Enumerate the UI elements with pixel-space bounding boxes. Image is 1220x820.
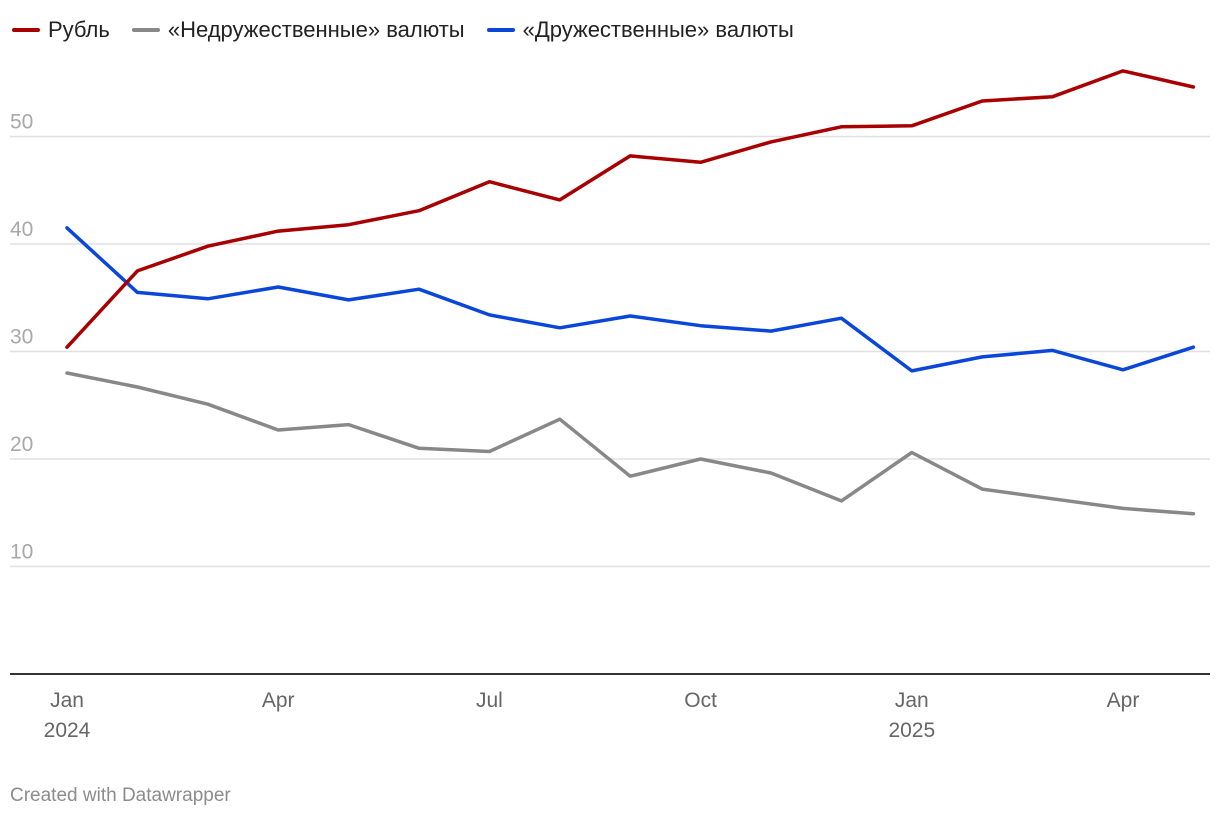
legend-item: Рубль <box>12 17 110 43</box>
y-tick-label: 40 <box>10 218 33 241</box>
legend-swatch <box>131 28 160 32</box>
legend-item: «Недружественные» валюты <box>131 17 465 43</box>
x-tick-year-label: 2024 <box>44 719 91 742</box>
x-tick-label: Apr <box>262 689 295 712</box>
footer-credit: Created with Datawrapper <box>10 785 231 806</box>
series-line <box>65 371 1196 516</box>
legend-label: «Дружественные» валюты <box>522 17 794 42</box>
x-tick-year-label: 2025 <box>888 719 935 742</box>
x-tick-label: Oct <box>684 689 717 712</box>
x-tick-label: Jul <box>476 689 503 712</box>
y-tick-label: 50 <box>10 111 33 134</box>
line-chart: 10 20 30 40 50 Jan 2024 Apr Jul Oct Jan 2025 Apr <box>10 69 1210 742</box>
series-line <box>65 69 1196 349</box>
legend-item: «Дружественные» валюты <box>486 17 794 43</box>
y-tick-label: 10 <box>10 541 33 564</box>
legend-swatch <box>12 28 40 32</box>
legend-label: Рубль <box>48 17 110 42</box>
x-tick-label: Jan <box>895 689 929 712</box>
series-line <box>65 226 1196 373</box>
legend-swatch <box>486 28 515 32</box>
legend-label: «Недружественные» валюты <box>167 17 465 42</box>
legend: Рубль «Недружественные» валюты «Дружествен… <box>12 14 816 46</box>
x-tick-label: Jan <box>50 689 84 712</box>
y-tick-label: 30 <box>10 326 33 349</box>
x-tick-label: Apr <box>1107 689 1140 712</box>
y-tick-label: 20 <box>10 433 33 456</box>
